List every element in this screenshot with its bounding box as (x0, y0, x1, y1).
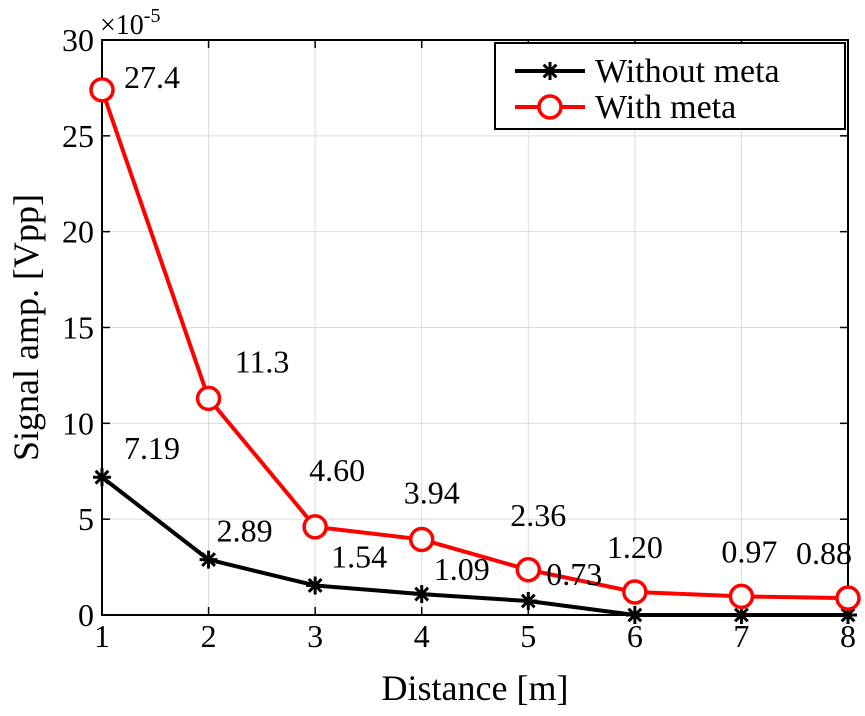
series-line (100, 89, 849, 601)
x-tick-label: 1 (94, 618, 110, 654)
data-point (195, 385, 222, 412)
y-tick-label: 20 (62, 214, 94, 250)
data-label: 1.54 (331, 538, 387, 574)
data-label: 3.94 (404, 474, 460, 510)
data-point (519, 592, 538, 611)
data-point (728, 583, 755, 610)
x-tick-label: 4 (414, 618, 430, 654)
data-point (93, 468, 111, 487)
y-tick-label: 30 (62, 22, 94, 58)
legend-item: Without meta (515, 53, 780, 90)
data-point (199, 550, 218, 569)
data-label: 1.09 (434, 551, 490, 587)
x-tick-label: 8 (840, 618, 856, 654)
data-point (302, 514, 328, 540)
data-point (625, 606, 644, 624)
data-point (515, 557, 542, 583)
series-without-meta (93, 468, 857, 624)
data-label: 4.60 (309, 452, 365, 488)
data-label: 7.19 (124, 430, 180, 466)
data-point (408, 526, 435, 553)
y-tick-label: 5 (78, 501, 94, 537)
grid (101, 39, 849, 616)
data-point (306, 576, 325, 595)
y-axis-multiplier: ×10-5 (100, 5, 160, 41)
x-tick-label: 2 (201, 618, 217, 654)
series-line (100, 475, 848, 617)
data-labels: 7.19 2.89 1.54 1.09 0.73 27.4 11.3 4.60 3.94 2.36… (124, 59, 852, 592)
data-point (89, 77, 115, 103)
legend-label: Without meta (595, 53, 780, 90)
data-label: 0.97 (721, 533, 777, 569)
x-axis-label: Distance [m] (382, 668, 569, 708)
series-with-meta (89, 77, 861, 611)
x-tick-label: 7 (733, 618, 749, 654)
series-layer (89, 77, 861, 624)
y-tick-label: 15 (62, 310, 94, 346)
y-tick-label: 10 (62, 405, 94, 441)
x-tick-label: 3 (307, 618, 323, 654)
legend-marker (537, 94, 563, 120)
data-label: 11.3 (235, 343, 290, 379)
data-label: 2.36 (510, 497, 566, 533)
data-point (622, 579, 648, 605)
x-tick-label: 5 (520, 618, 536, 654)
data-point (412, 585, 431, 604)
x-tick-label: 6 (627, 618, 643, 654)
legend-marker (541, 62, 559, 80)
data-label: 0.73 (546, 556, 602, 592)
y-tick-labels: 0 5 10 15 20 25 30 (62, 22, 94, 633)
data-label: 1.20 (607, 529, 663, 565)
legend-item: With meta (515, 89, 736, 126)
y-axis-label: Signal amp. [Vpp] (6, 194, 46, 461)
y-tick-label: 25 (62, 118, 94, 154)
data-label: 0.88 (796, 535, 852, 571)
data-point (835, 585, 861, 611)
y-tick-label: 0 (78, 597, 94, 633)
legend-label: With meta (595, 89, 736, 126)
data-label: 27.4 (124, 59, 180, 95)
x-tick-labels: 1 2 3 4 5 6 7 8 (94, 618, 856, 654)
data-label: 2.89 (217, 513, 273, 549)
